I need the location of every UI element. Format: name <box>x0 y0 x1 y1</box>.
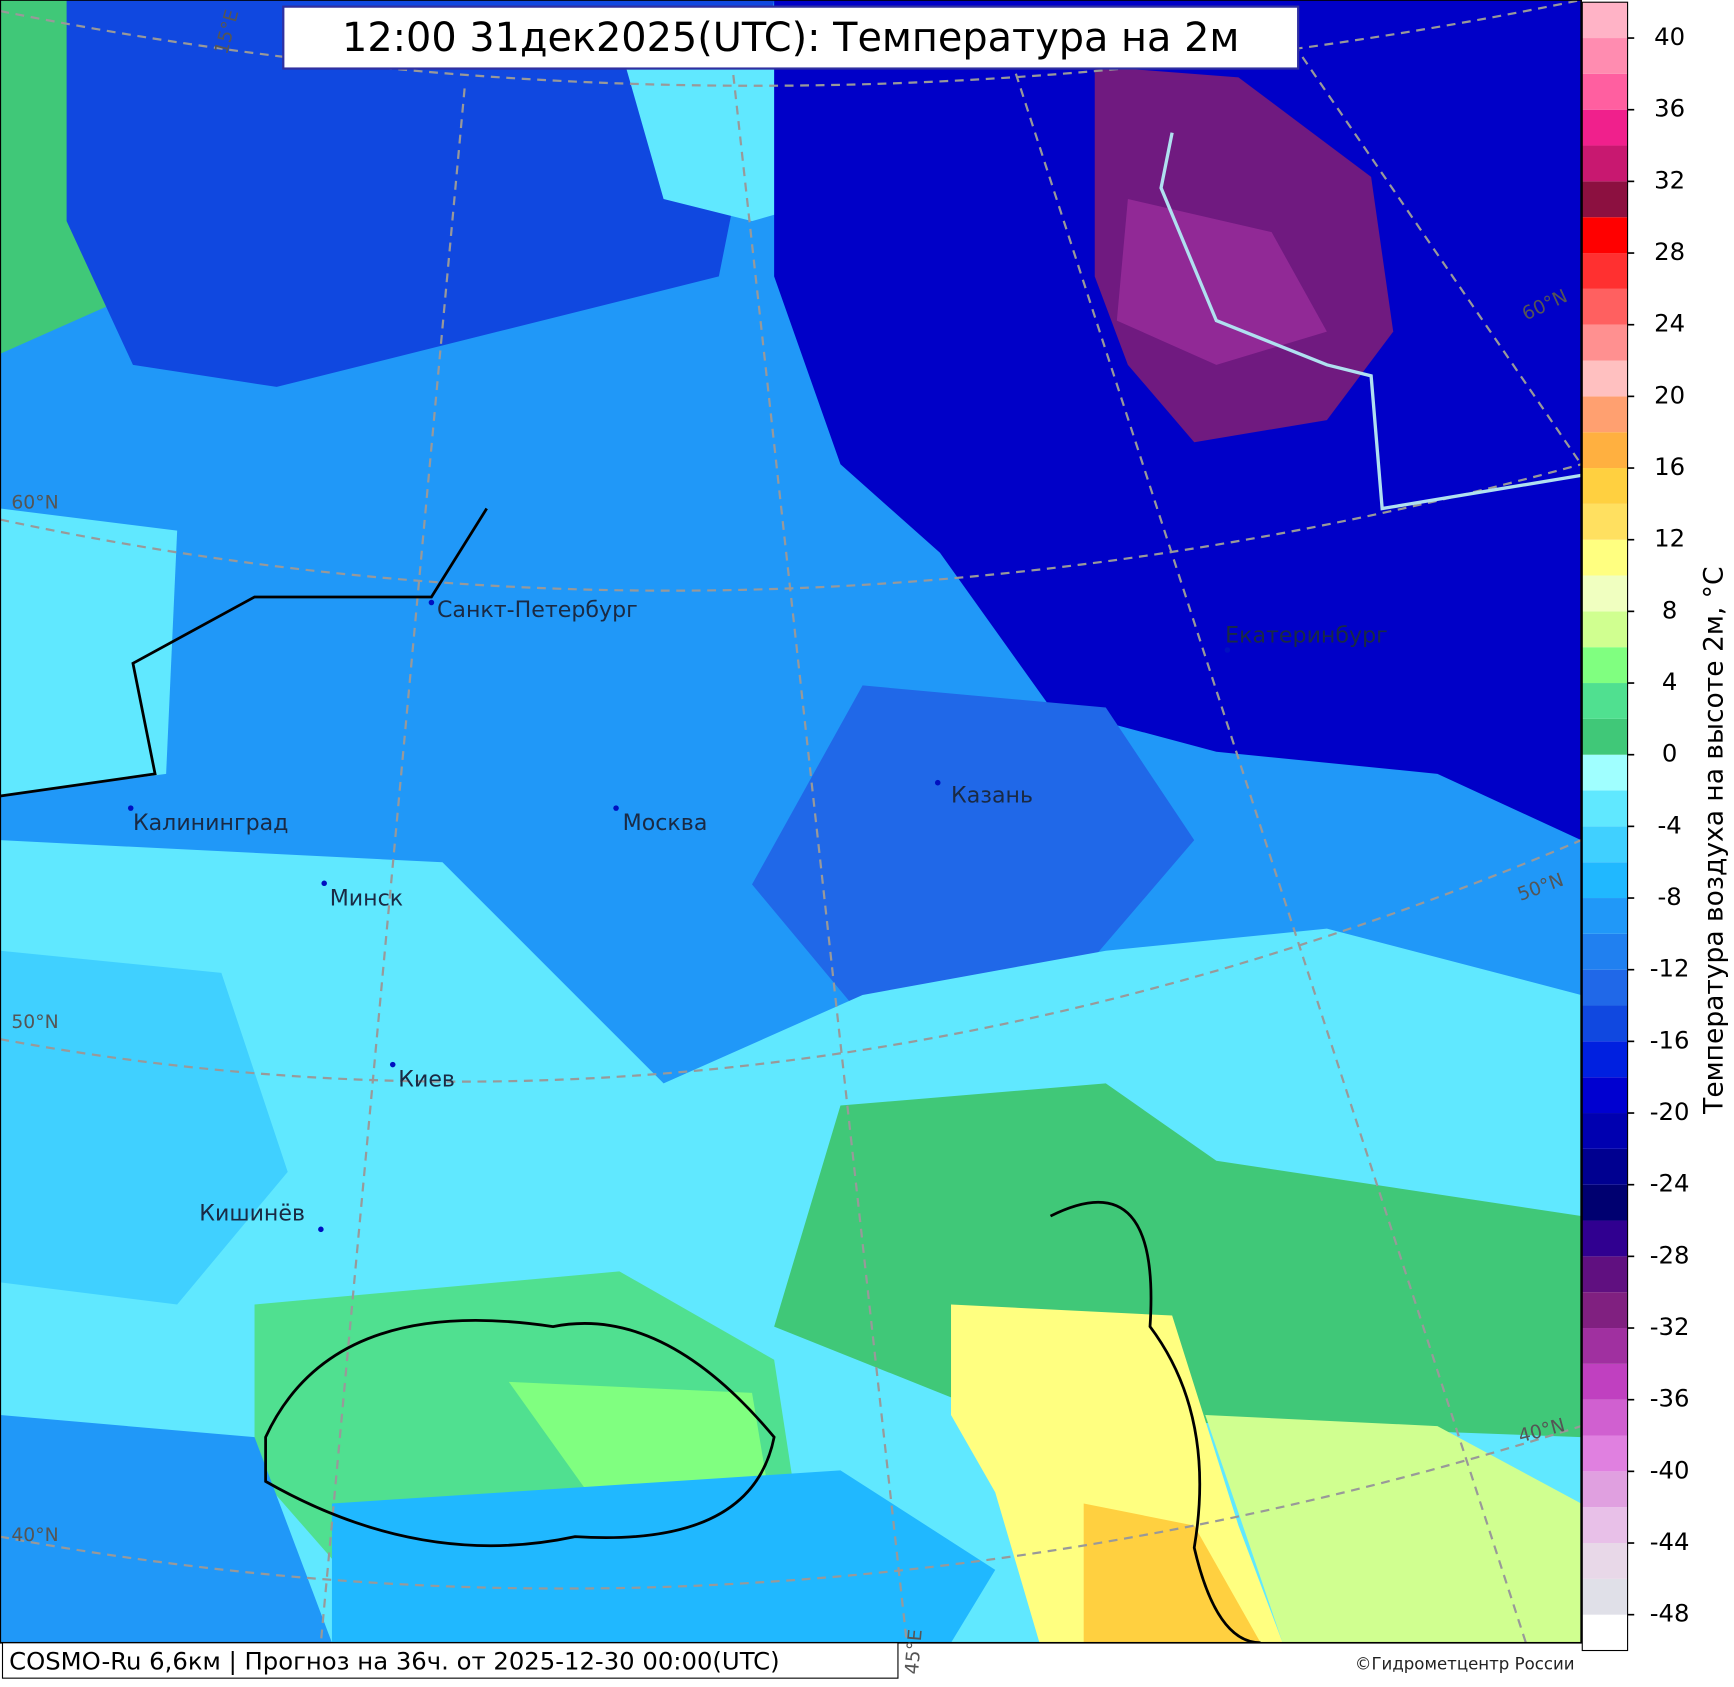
colorbar-swatch <box>1582 1184 1628 1221</box>
city-label: Москва <box>623 810 708 836</box>
colorbar-swatch <box>1582 1005 1628 1042</box>
colorbar-tick-label: -24 <box>1650 1169 1690 1198</box>
colorbar-tick-label: -8 <box>1657 882 1681 911</box>
colorbar-tick-label: -44 <box>1650 1527 1690 1556</box>
footer: COSMO-Ru 6,6км | Прогноз на 36ч. от 2025… <box>9 1646 779 1675</box>
city-label: Киев <box>398 1067 455 1093</box>
graticule-label: 45°E <box>902 1628 927 1675</box>
colorbar-swatch <box>1582 1471 1628 1508</box>
colorbar-tick-label: 24 <box>1654 309 1685 338</box>
colorbar-swatch <box>1582 575 1628 612</box>
colorbar-swatch <box>1582 360 1628 397</box>
colorbar-tick-label: 36 <box>1654 94 1685 123</box>
colorbar-swatch <box>1582 898 1628 934</box>
colorbar-tick-label: -20 <box>1650 1097 1690 1126</box>
graticule-label: 60°N <box>11 493 58 514</box>
colorbar-tick-label: -4 <box>1657 810 1681 839</box>
copyright: ©Гидрометцентр России <box>1355 1654 1575 1673</box>
colorbar-swatch <box>1582 1292 1628 1329</box>
colorbar-tick-label: 8 <box>1662 595 1677 624</box>
colorbar-swatch <box>1582 1077 1628 1114</box>
city-label: Казань <box>951 783 1033 809</box>
colorbar-tick-label: -36 <box>1650 1384 1690 1413</box>
colorbar-swatch <box>1582 1256 1628 1293</box>
colorbar-swatch <box>1582 1148 1628 1185</box>
colorbar-swatch <box>1582 718 1628 755</box>
colorbar-swatch <box>1582 1435 1628 1472</box>
colorbar-swatch <box>1582 539 1628 576</box>
colorbar-swatch <box>1582 933 1628 970</box>
colorbar-swatch <box>1582 145 1628 182</box>
colorbar-swatch <box>1582 969 1628 1006</box>
colorbar-tick-label: 28 <box>1654 237 1685 266</box>
colorbar-swatch <box>1582 396 1628 433</box>
city-label: Кишинёв <box>199 1200 305 1226</box>
map <box>0 0 1582 1643</box>
colorbar-tick-label: 32 <box>1654 165 1685 194</box>
colorbar-swatch <box>1582 217 1628 254</box>
title: 12:00 31дек2025(UTC): Температура на 2м <box>342 15 1239 61</box>
colorbar-swatch <box>1582 1399 1628 1436</box>
colorbar-label: Температура воздуха на высоте 2м, °C <box>1699 567 1730 1115</box>
colorbar-swatch <box>1582 503 1628 540</box>
colorbar-swatch <box>1582 468 1628 504</box>
colorbar-swatch <box>1582 826 1628 863</box>
graticule-label: 50°N <box>11 1012 58 1033</box>
colorbar-swatch <box>1582 109 1628 146</box>
colorbar-tick-label: -28 <box>1650 1240 1690 1269</box>
colorbar-tick-label: 16 <box>1654 452 1685 481</box>
colorbar-tick-label: 20 <box>1654 380 1685 409</box>
city-dot <box>428 599 435 606</box>
city-label: Калининград <box>133 810 289 836</box>
colorbar-swatch <box>1582 73 1628 110</box>
colorbar-swatch <box>1582 1543 1628 1579</box>
colorbar-tick-label: -32 <box>1650 1312 1690 1341</box>
city-label: Екатеринбург <box>1225 622 1388 648</box>
colorbar-tick-label: -40 <box>1650 1455 1690 1484</box>
colorbar: -48-44-40-36-32-28-24-20-16-12-8-4048121… <box>1581 1 1690 1652</box>
city-dot <box>321 880 327 887</box>
city-dot <box>1224 647 1231 653</box>
colorbar-swatch <box>1582 253 1628 289</box>
city-label: Санкт-Петербург <box>437 597 638 623</box>
colorbar-swatch <box>1582 1507 1628 1544</box>
colorbar-swatch <box>1582 181 1628 218</box>
city-dot <box>934 779 941 786</box>
colorbar-swatch <box>1582 1328 1628 1364</box>
title-box <box>282 5 1300 70</box>
colorbar-swatch <box>1582 324 1628 361</box>
colorbar-swatch <box>1582 38 1628 74</box>
footer-box <box>1 1642 899 1679</box>
colorbar-swatch <box>1582 1363 1628 1400</box>
city-dot <box>318 1226 324 1233</box>
colorbar-swatch <box>1582 790 1628 827</box>
colorbar-swatch <box>1582 647 1628 684</box>
colorbar-tick-label: -12 <box>1650 954 1690 983</box>
colorbar-swatch <box>1582 1578 1628 1615</box>
colorbar-swatch <box>1582 1113 1628 1149</box>
city-label: Минск <box>330 885 403 911</box>
colorbar-tick-label: 40 <box>1654 22 1685 51</box>
city-dot <box>127 805 134 811</box>
colorbar-swatch <box>1582 432 1628 469</box>
colorbar-swatch <box>1582 862 1628 899</box>
graticule-label: 40°N <box>11 1525 58 1546</box>
colorbar-swatch <box>1582 611 1628 648</box>
city-dot <box>613 805 619 811</box>
colorbar-swatch <box>1582 683 1628 719</box>
colorbar-swatch <box>1582 1220 1628 1257</box>
cities: Санкт-Петербург Екатеринбург Казань Москва К… <box>127 597 1388 1233</box>
city-dot <box>389 1061 396 1068</box>
colorbar-tick-label: 0 <box>1662 739 1677 768</box>
colorbar-swatch <box>1582 288 1628 325</box>
colorbar-swatch <box>1582 1041 1628 1078</box>
colorbar-swatch <box>1582 754 1628 791</box>
colorbar-swatch <box>1582 2 1628 39</box>
colorbar-tick-label: 4 <box>1662 667 1677 696</box>
colorbar-tick-label: -48 <box>1650 1599 1690 1628</box>
colorbar-tick-label: 12 <box>1654 524 1685 553</box>
colorbar-swatch <box>1582 1614 1628 1651</box>
colorbar-tick-label: -16 <box>1650 1025 1690 1054</box>
